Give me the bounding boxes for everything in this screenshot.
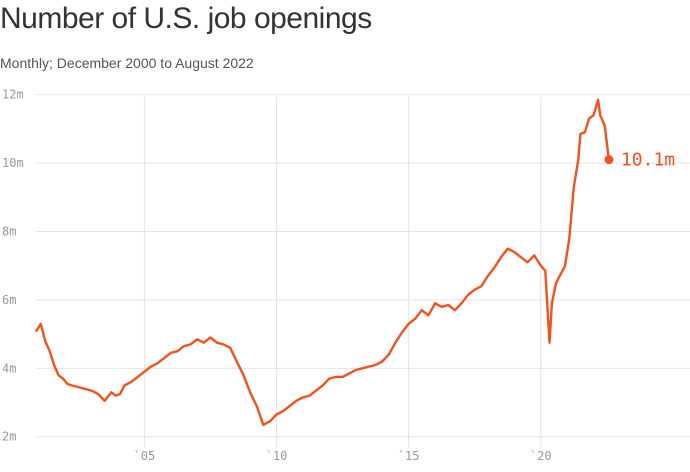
chart-title: Number of U.S. job openings [0,2,372,35]
x-tick-label: `05 [134,449,156,463]
y-tick-label: 6m [2,293,16,307]
x-axis-ticks: `05 `10 `15 `20 [134,449,552,463]
series-line [35,98,611,426]
y-tick-label: 4m [2,361,16,375]
last-value-label: 10.1m [621,150,675,171]
x-gridlines [143,97,542,447]
y-tick-label: 2m [2,430,16,444]
series-group [35,98,611,426]
x-tick-label: `15 [398,449,420,463]
chart-subtitle: Monthly; December 2000 to August 2022 [0,55,254,71]
last-value-callout: 10.1m [604,150,675,171]
x-tick-label: `20 [530,449,552,463]
x-tick-label: `10 [266,449,288,463]
last-value-marker [604,155,614,165]
y-tick-label: 10m [2,156,24,170]
y-tick-label: 8m [2,225,16,239]
y-tick-label: 12m [2,88,24,102]
y-gridlines [36,94,690,438]
y-axis-ticks: 2m 4m 6m 8m 10m 12m [2,88,24,444]
